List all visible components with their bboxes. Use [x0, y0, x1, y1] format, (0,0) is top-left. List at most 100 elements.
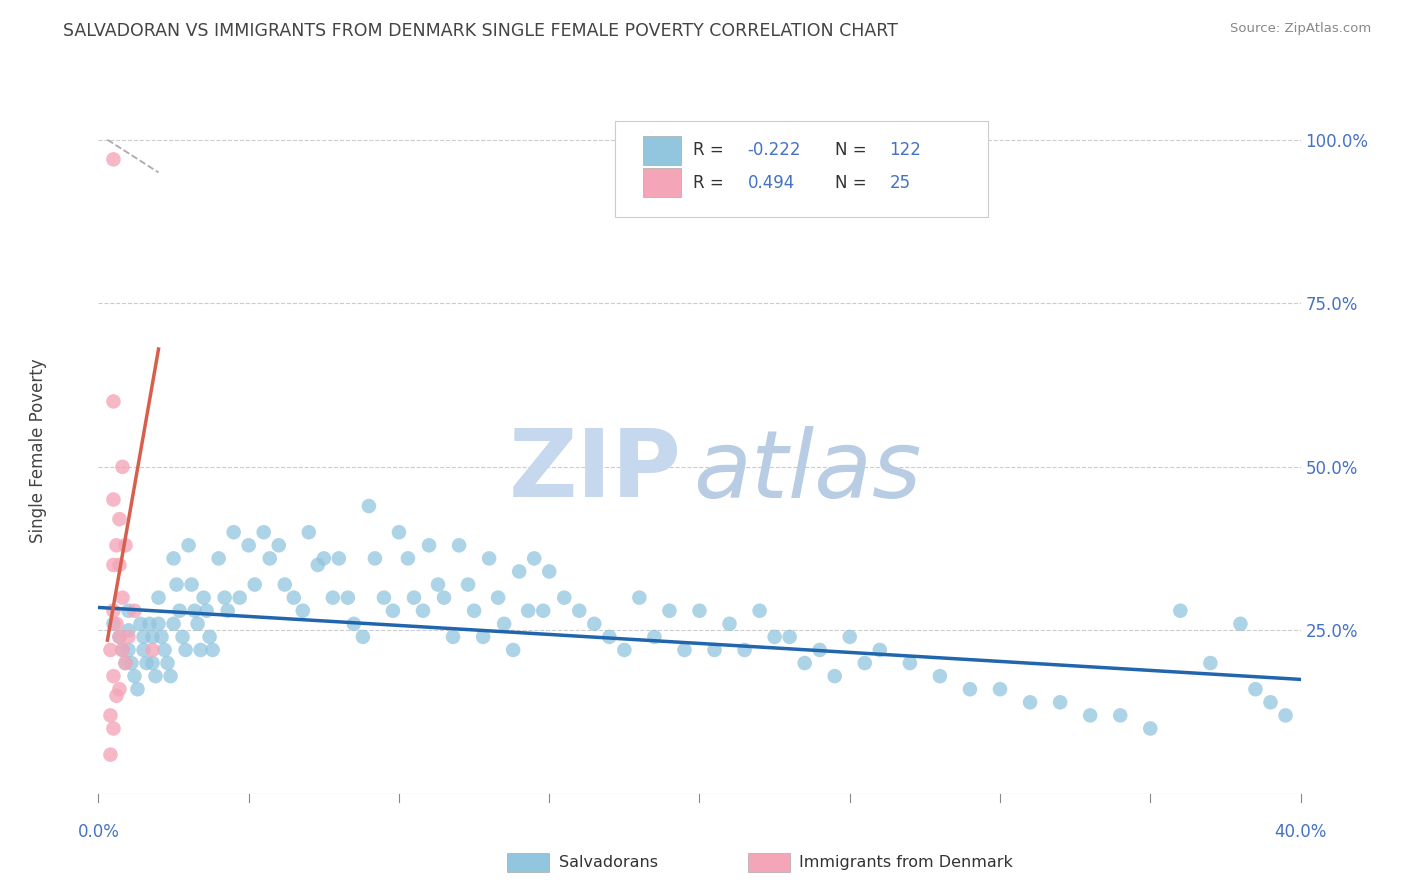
- Point: [111, 643, 134, 657]
- Point: [103, 616, 125, 631]
- Point: [103, 394, 125, 409]
- Point: [396, 551, 419, 566]
- Point: [117, 604, 139, 618]
- Point: [343, 616, 366, 631]
- Point: [132, 630, 155, 644]
- Point: [583, 616, 606, 631]
- Point: [103, 492, 125, 507]
- Point: [100, 643, 122, 657]
- Point: [283, 591, 305, 605]
- Point: [486, 591, 509, 605]
- Point: [105, 689, 128, 703]
- Point: [613, 643, 636, 657]
- Point: [517, 604, 540, 618]
- Point: [108, 630, 131, 644]
- Point: [1170, 604, 1192, 618]
- Point: [779, 630, 801, 644]
- Point: [117, 624, 139, 638]
- Point: [598, 630, 620, 644]
- Point: [108, 512, 131, 526]
- FancyBboxPatch shape: [643, 169, 682, 197]
- Point: [898, 656, 921, 670]
- Point: [132, 643, 155, 657]
- Point: [159, 669, 181, 683]
- Point: [373, 591, 395, 605]
- Point: [117, 643, 139, 657]
- Text: N =: N =: [835, 141, 872, 160]
- Point: [298, 525, 321, 540]
- Point: [628, 591, 651, 605]
- Text: atlas: atlas: [693, 425, 922, 516]
- Point: [1139, 722, 1161, 736]
- Point: [253, 525, 276, 540]
- Point: [502, 643, 524, 657]
- Point: [214, 591, 236, 605]
- Point: [148, 616, 170, 631]
- Point: [150, 630, 173, 644]
- Point: [103, 604, 125, 618]
- Point: [412, 604, 434, 618]
- Point: [1260, 695, 1282, 709]
- Point: [463, 604, 485, 618]
- Point: [141, 630, 163, 644]
- Point: [114, 656, 136, 670]
- Point: [169, 604, 191, 618]
- Point: [180, 577, 202, 591]
- Text: Source: ZipAtlas.com: Source: ZipAtlas.com: [1230, 22, 1371, 36]
- Point: [508, 565, 530, 579]
- Point: [195, 604, 218, 618]
- Point: [238, 538, 260, 552]
- Point: [1229, 616, 1251, 631]
- Point: [141, 656, 163, 670]
- FancyBboxPatch shape: [508, 853, 550, 872]
- Point: [267, 538, 290, 552]
- Point: [433, 591, 456, 605]
- Text: Immigrants from Denmark: Immigrants from Denmark: [799, 855, 1014, 870]
- Point: [111, 643, 134, 657]
- Point: [166, 577, 188, 591]
- Point: [121, 656, 143, 670]
- Point: [105, 616, 128, 631]
- FancyBboxPatch shape: [643, 136, 682, 165]
- Point: [531, 604, 554, 618]
- Text: R =: R =: [693, 141, 730, 160]
- Point: [1199, 656, 1222, 670]
- Text: 122: 122: [890, 141, 921, 160]
- Point: [523, 551, 546, 566]
- Point: [145, 669, 167, 683]
- Point: [156, 656, 179, 670]
- Point: [153, 643, 176, 657]
- Point: [447, 538, 470, 552]
- Text: 0.494: 0.494: [748, 174, 794, 192]
- Point: [1049, 695, 1071, 709]
- Point: [111, 591, 134, 605]
- Point: [103, 153, 125, 167]
- Point: [228, 591, 250, 605]
- Point: [243, 577, 266, 591]
- Point: [402, 591, 425, 605]
- Point: [352, 630, 374, 644]
- Point: [124, 669, 146, 683]
- Text: ZIP: ZIP: [509, 425, 682, 517]
- Point: [808, 643, 831, 657]
- Text: SALVADORAN VS IMMIGRANTS FROM DENMARK SINGLE FEMALE POVERTY CORRELATION CHART: SALVADORAN VS IMMIGRANTS FROM DENMARK SI…: [63, 22, 898, 40]
- Point: [418, 538, 440, 552]
- Point: [478, 551, 501, 566]
- Text: -0.222: -0.222: [748, 141, 801, 160]
- Point: [217, 604, 239, 618]
- Point: [103, 558, 125, 572]
- Point: [111, 459, 134, 474]
- Point: [869, 643, 891, 657]
- Point: [162, 551, 184, 566]
- Point: [187, 616, 209, 631]
- Point: [312, 551, 335, 566]
- Point: [129, 616, 152, 631]
- Point: [1274, 708, 1296, 723]
- Point: [718, 616, 741, 631]
- Point: [328, 551, 350, 566]
- Point: [763, 630, 786, 644]
- Point: [494, 616, 516, 631]
- Text: R =: R =: [693, 174, 730, 192]
- Point: [1244, 682, 1267, 697]
- Point: [148, 591, 170, 605]
